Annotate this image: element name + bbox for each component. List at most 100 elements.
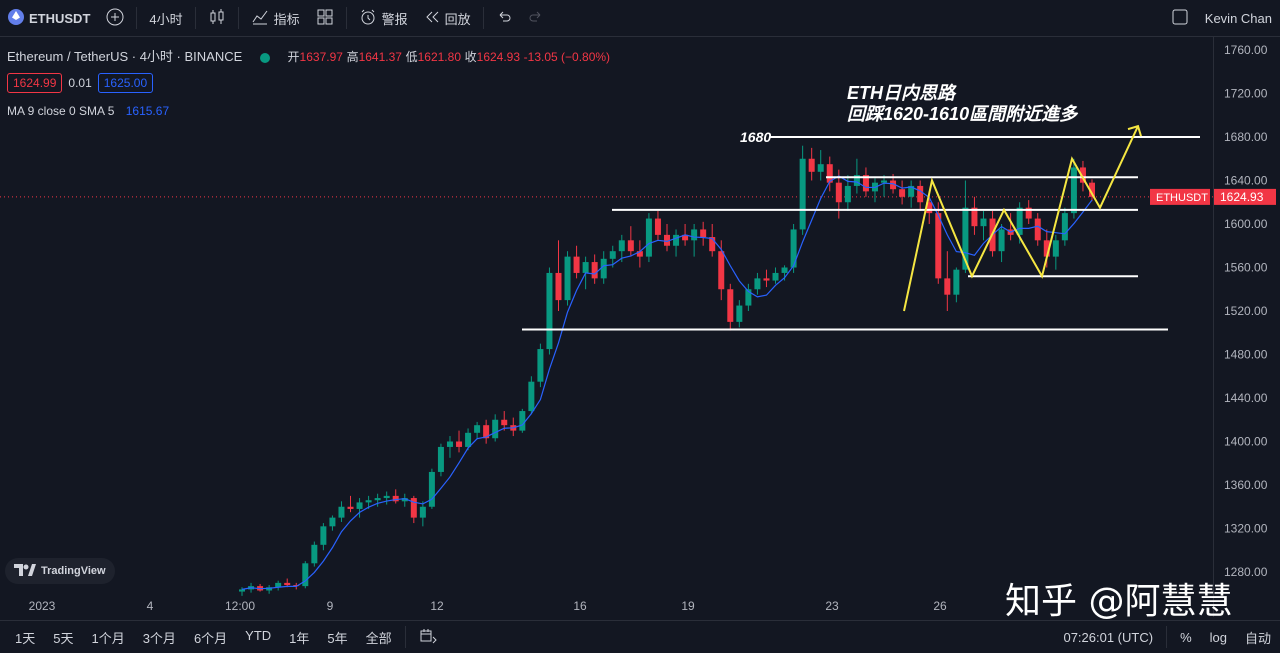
divider <box>482 7 484 29</box>
range-button-6[interactable]: 1年 <box>289 630 310 646</box>
candle-body <box>953 269 960 295</box>
candle-body <box>582 262 589 273</box>
time-tick-label: 2023 <box>29 599 56 613</box>
ma-legend: MA 9 close 0 SMA 5 1615.67 <box>7 104 169 118</box>
range-button-4[interactable]: 6个月 <box>193 630 228 646</box>
candle-body <box>329 517 336 527</box>
candle-body <box>636 251 643 257</box>
clock-time[interactable]: 07:26:01 (UTC) <box>1063 629 1154 645</box>
buy-price-button[interactable]: 1625.00 <box>97 73 154 93</box>
candle-body <box>1016 207 1023 235</box>
alert-label: 警报 <box>381 11 408 27</box>
open-label: 开 <box>287 50 300 64</box>
range-button-3[interactable]: 3个月 <box>142 630 176 646</box>
price-chart[interactable]: ETHUSDT 1680 <box>0 37 1213 617</box>
candle-body <box>844 185 851 203</box>
plus-circle-icon <box>106 8 124 29</box>
price-tick-label: 1720.00 <box>1224 87 1268 101</box>
price-tick-label: 1520.00 <box>1224 304 1268 318</box>
candle-body <box>474 425 481 433</box>
add-symbol-button[interactable] <box>98 0 132 36</box>
alert-button[interactable]: 警报 <box>351 0 416 36</box>
ma-label: MA 9 close 0 SMA 5 <box>7 104 115 118</box>
price-tick-label: 1600.00 <box>1224 217 1268 231</box>
percent-toggle[interactable]: % <box>1180 629 1192 645</box>
candle-body <box>419 506 426 518</box>
ma-value: 1615.67 <box>125 104 170 118</box>
candle-body <box>736 305 743 322</box>
forecast-arrowhead <box>1127 124 1142 137</box>
replay-button[interactable]: 回放 <box>416 0 479 36</box>
fullscreen-button[interactable] <box>1163 0 1197 36</box>
candle-body <box>1034 218 1041 241</box>
indicators-button[interactable]: 指标 <box>243 0 308 36</box>
time-axis[interactable]: 2023 4 12:00 9 12 16 19 23 26 <box>0 596 1213 618</box>
price-tick-label: 1760.00 <box>1224 43 1268 57</box>
auto-toggle[interactable]: 自动 <box>1244 630 1271 646</box>
ethereum-icon <box>8 8 24 28</box>
candle-body <box>890 180 897 190</box>
candle-body <box>781 267 788 273</box>
forecast-path <box>903 125 1139 312</box>
tradingview-logo[interactable]: TradingView <box>5 558 115 584</box>
candle-body <box>338 506 345 518</box>
redo-button[interactable] <box>520 0 552 36</box>
candle-body <box>365 500 372 503</box>
change-value: -13.05 (−0.80%) <box>523 50 611 64</box>
range-button-8[interactable]: 全部 <box>365 630 392 646</box>
candle-body <box>320 526 327 545</box>
spread-value: 0.01 <box>68 76 92 90</box>
candle-body <box>917 185 924 203</box>
indicator-chart-icon <box>251 8 269 29</box>
range-button-0[interactable]: 1天 <box>15 630 36 646</box>
price-tick-label: 1360.00 <box>1224 478 1268 492</box>
candle-body <box>908 185 915 197</box>
candle-body <box>817 164 824 172</box>
candle-body <box>1052 240 1059 257</box>
candle-body <box>600 258 607 279</box>
candle-body <box>998 229 1005 252</box>
candle-body <box>944 278 951 295</box>
interval-button[interactable]: 4小时 <box>149 11 183 27</box>
candle-body <box>654 218 661 235</box>
sell-price-button[interactable]: 1624.99 <box>7 73 63 93</box>
top-toolbar: ETHUSDT 4小时 指标 警报 回放 Kevin Chan <box>0 0 1280 37</box>
time-tick-label: 12:00 <box>225 599 255 613</box>
tv-logo-label: TradingView <box>41 565 106 577</box>
log-toggle[interactable]: log <box>1209 629 1227 645</box>
chart-type-button[interactable] <box>200 0 234 36</box>
candle-body <box>627 240 634 252</box>
candle-body <box>899 189 906 197</box>
time-tick-label: 12 <box>430 599 444 613</box>
user-menu[interactable]: Kevin Chan <box>1204 10 1272 26</box>
legend-title: Ethereum / TetherUS · 4小时 · BINANCE <box>7 49 243 64</box>
candle-body <box>564 256 571 301</box>
range-button-7[interactable]: 5年 <box>327 630 348 646</box>
range-button-1[interactable]: 5天 <box>53 630 74 646</box>
price-tick-label: 1320.00 <box>1224 522 1268 536</box>
candle-body <box>410 498 417 518</box>
date-range-button[interactable] <box>410 628 446 647</box>
ma-line <box>241 175 1093 590</box>
symbol-search[interactable]: ETHUSDT <box>0 0 98 36</box>
candle-body <box>501 419 508 426</box>
candle-body <box>392 495 399 502</box>
price-axis[interactable]: 1760.00 1720.00 1680.00 1640.00 1600.00 1560.… <box>1213 37 1280 617</box>
candle-body <box>573 256 580 273</box>
divider <box>136 7 138 29</box>
candle-body <box>609 251 616 259</box>
range-button-2[interactable]: 1个月 <box>91 630 125 646</box>
symbol-tag-label: ETHUSDT <box>1156 192 1208 204</box>
candle-body <box>808 158 815 172</box>
range-button-5[interactable]: YTD <box>245 627 272 643</box>
candle-body <box>790 229 797 268</box>
layout-button[interactable] <box>308 0 342 36</box>
indicators-label: 指标 <box>273 11 300 27</box>
candle-body <box>537 349 544 382</box>
candle-body <box>347 506 354 509</box>
undo-button[interactable] <box>488 0 520 36</box>
candle-body <box>673 234 680 246</box>
symbol-label: ETHUSDT <box>29 10 91 26</box>
candle-body <box>709 237 716 252</box>
candle-body <box>446 441 453 447</box>
